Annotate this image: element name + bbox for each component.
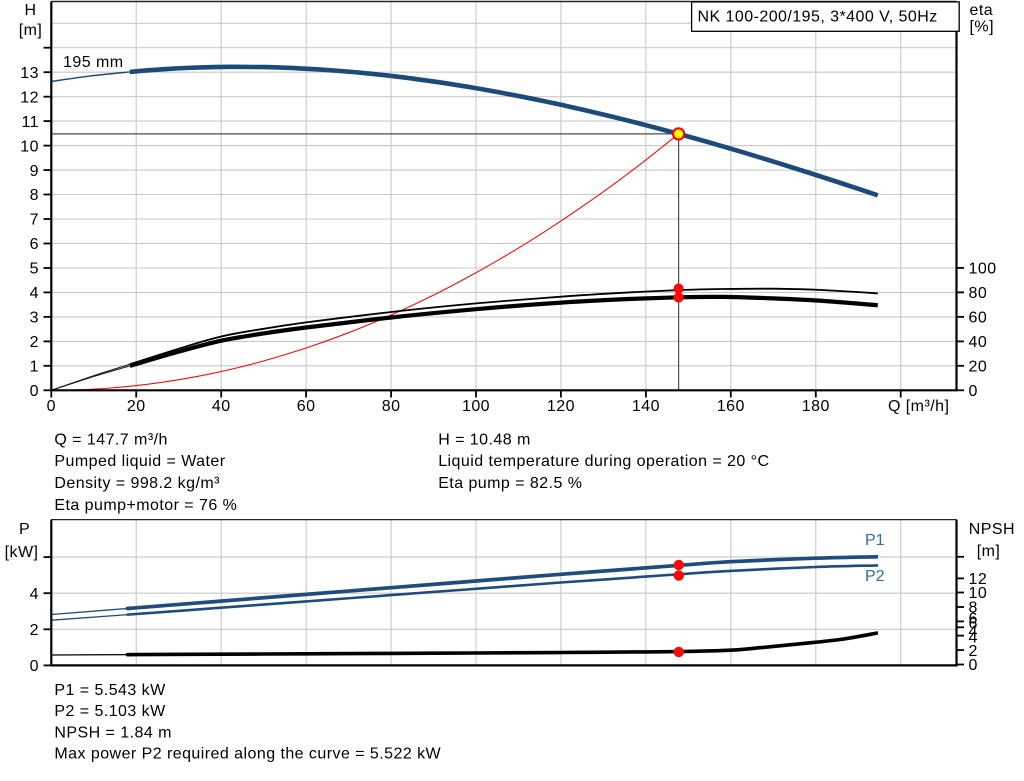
svg-text:2: 2 [30,622,39,639]
svg-text:80: 80 [382,398,401,415]
svg-text:Q = 147.7 m³/h: Q = 147.7 m³/h [54,431,167,448]
svg-text:13: 13 [20,65,39,82]
svg-text:4: 4 [30,285,39,302]
svg-text:eta: eta [970,2,994,19]
svg-text:Q [m³/h]: Q [m³/h] [888,398,949,415]
svg-text:12: 12 [20,89,39,106]
svg-text:40: 40 [212,398,231,415]
svg-text:P: P [19,521,30,538]
svg-text:NPSH: NPSH [969,521,1015,538]
svg-text:Max power P2 required along th: Max power P2 required along the curve = … [54,746,441,763]
svg-text:60: 60 [297,398,316,415]
svg-text:20: 20 [969,359,988,376]
svg-text:P2: P2 [865,568,885,585]
svg-text:NPSH = 1.84 m: NPSH = 1.84 m [54,724,171,741]
svg-text:120: 120 [547,398,575,415]
svg-text:[m]: [m] [19,22,43,39]
svg-text:100: 100 [969,261,997,278]
svg-text:11: 11 [21,114,39,131]
svg-text:4: 4 [969,629,978,646]
svg-text:NK 100-200/195, 3*400 V, 50Hz: NK 100-200/195, 3*400 V, 50Hz [698,9,938,26]
svg-text:0: 0 [30,383,39,400]
svg-text:8: 8 [969,600,978,617]
svg-text:10: 10 [969,585,988,602]
svg-text:160: 160 [717,398,745,415]
svg-text:Eta pump+motor = 76 %: Eta pump+motor = 76 % [54,497,237,514]
svg-text:[m]: [m] [977,543,1001,560]
svg-text:4: 4 [30,586,39,603]
svg-text:Pumped liquid = Water: Pumped liquid = Water [54,453,225,470]
svg-text:0: 0 [969,657,978,674]
svg-text:8: 8 [30,187,39,204]
svg-text:6: 6 [969,616,978,633]
svg-text:100: 100 [462,398,490,415]
svg-text:10: 10 [20,138,39,155]
svg-text:12: 12 [969,571,988,588]
svg-text:0: 0 [47,398,56,415]
svg-text:3: 3 [30,310,39,327]
svg-text:180: 180 [802,398,830,415]
svg-text:0: 0 [30,658,39,675]
svg-text:6: 6 [969,611,978,628]
svg-text:Liquid temperature during oper: Liquid temperature during operation = 20… [438,453,769,470]
svg-text:P2 = 5.103 kW: P2 = 5.103 kW [54,703,166,720]
svg-text:6: 6 [30,236,39,253]
svg-text:[kW]: [kW] [5,544,39,561]
svg-text:80: 80 [969,285,988,302]
svg-text:H = 10.48 m: H = 10.48 m [438,431,531,448]
svg-text:[%]: [%] [970,19,994,36]
svg-text:H: H [24,2,36,19]
svg-text:195 mm: 195 mm [63,54,124,71]
svg-text:5: 5 [30,261,39,278]
svg-text:2: 2 [969,643,978,660]
svg-text:P1 = 5.543 kW: P1 = 5.543 kW [54,682,166,699]
svg-text:9: 9 [30,163,39,180]
svg-text:40: 40 [969,334,988,351]
svg-text:Eta pump = 82.5 %: Eta pump = 82.5 % [438,475,582,492]
svg-text:60: 60 [969,310,988,327]
svg-text:140: 140 [632,398,660,415]
svg-text:7: 7 [30,212,39,229]
svg-text:0: 0 [969,383,978,400]
svg-text:4: 4 [969,623,978,640]
svg-text:2: 2 [30,334,39,351]
svg-text:20: 20 [127,398,146,415]
svg-text:P1: P1 [865,532,885,549]
svg-text:1: 1 [30,359,39,376]
svg-text:Density = 998.2 kg/m³: Density = 998.2 kg/m³ [54,475,220,492]
